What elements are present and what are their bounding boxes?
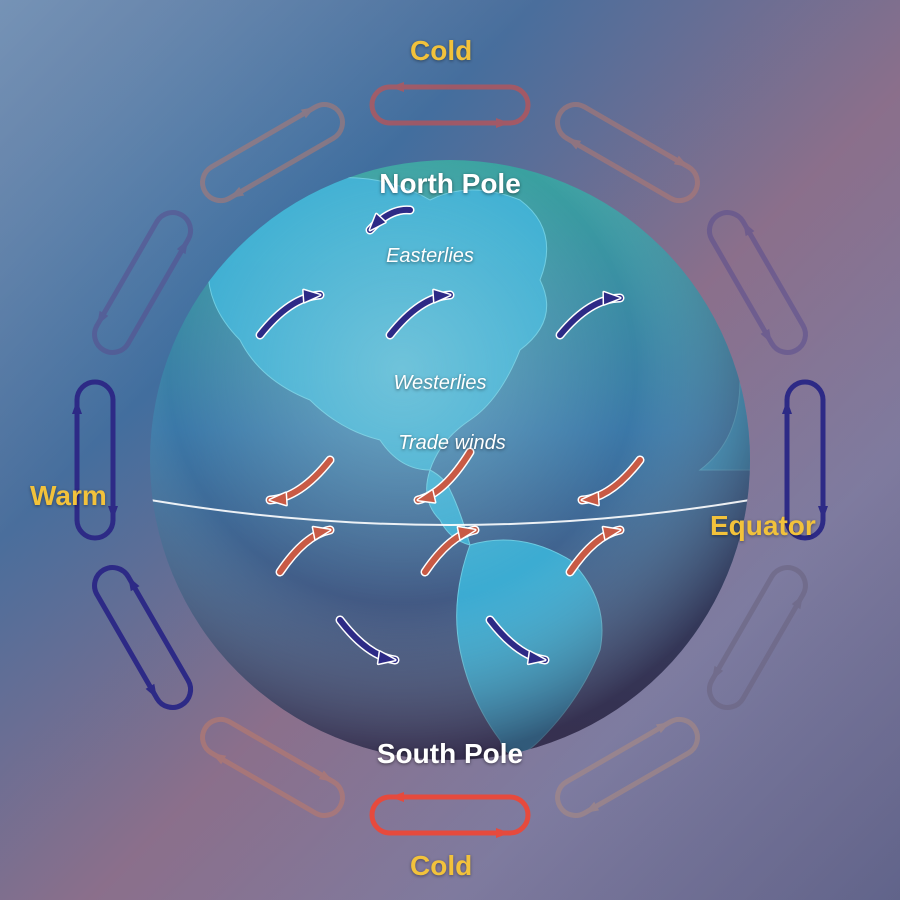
label-warm: Warm bbox=[30, 480, 107, 512]
label-cold-bottom: Cold bbox=[410, 850, 472, 882]
label-easterlies: Easterlies bbox=[386, 245, 474, 268]
label-trade-winds: Trade winds bbox=[398, 432, 505, 455]
diagram-root: Cold Cold Warm Equator North Pole South … bbox=[0, 0, 900, 900]
label-cold-top: Cold bbox=[410, 35, 472, 67]
label-north-pole: North Pole bbox=[379, 168, 521, 200]
label-westerlies: Westerlies bbox=[394, 372, 487, 395]
label-south-pole: South Pole bbox=[377, 738, 523, 770]
label-equator: Equator bbox=[710, 510, 816, 542]
